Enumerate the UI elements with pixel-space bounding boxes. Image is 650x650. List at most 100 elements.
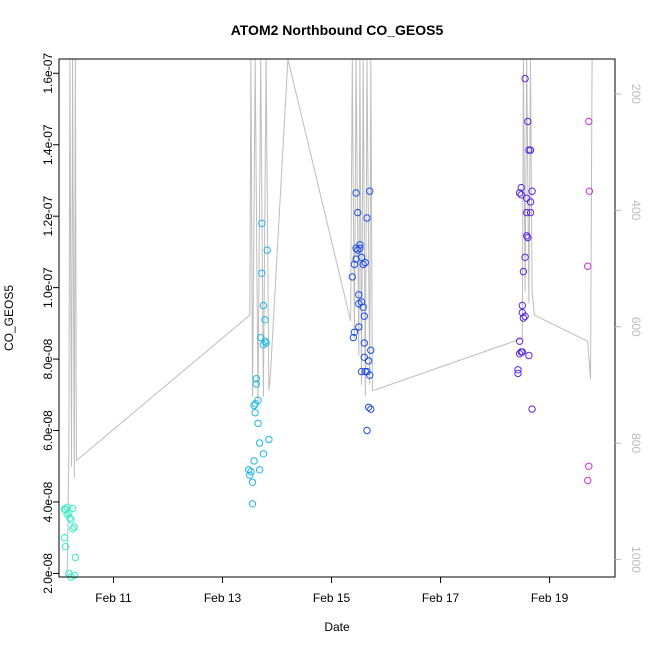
data-point: [519, 267, 528, 276]
y-tick-label: 1.4e-07: [41, 124, 55, 165]
data-point: [360, 312, 368, 320]
data-point: [366, 371, 374, 379]
data-point: [364, 403, 373, 411]
data-point: [517, 348, 525, 356]
y-tick-label: 6.0e-08: [41, 410, 55, 451]
data-point: [363, 214, 371, 222]
right-tick-label: 200: [629, 84, 643, 104]
data-point: [523, 232, 531, 240]
x-tick-label: Feb 15: [313, 591, 351, 605]
data-point: [254, 419, 262, 428]
data-point: [352, 189, 360, 197]
data-point: [526, 146, 535, 154]
data-point: [359, 260, 367, 269]
data-point: [257, 333, 265, 342]
data-point: [367, 405, 375, 413]
data-point: [259, 301, 268, 310]
data-point: [364, 357, 373, 365]
data-point: [60, 534, 69, 542]
x-tick-label: Feb 11: [95, 591, 132, 605]
pressure-trace-line: [66, 59, 593, 577]
data-point: [352, 255, 360, 263]
data-point: [357, 253, 366, 261]
data-point: [514, 369, 522, 378]
data-point: [528, 405, 536, 413]
y-tick-label: 2.0e-08: [41, 553, 55, 594]
data-point: [366, 187, 374, 195]
data-point: [70, 523, 79, 531]
data-point: [584, 476, 592, 485]
x-axis: Feb 11 Feb 13 Feb 15 Feb 17 Feb 19: [95, 577, 569, 605]
data-point: [363, 426, 371, 435]
data-point: [262, 339, 270, 347]
x-axis-label: Date: [324, 620, 350, 634]
data-point: [367, 346, 375, 354]
data-point: [356, 244, 364, 253]
data-point: [255, 439, 264, 447]
data-point: [585, 187, 594, 195]
data-point: [252, 380, 260, 388]
data-point: [247, 467, 255, 476]
right-tick-label: 400: [629, 200, 643, 220]
pressure-trace-layer: [66, 59, 593, 577]
right-tick-label: 1000: [629, 546, 643, 573]
data-points-layer: [60, 74, 594, 581]
data-point: [67, 516, 75, 524]
data-point: [355, 323, 363, 331]
data-point: [360, 353, 368, 361]
x-tick-label: Feb 19: [531, 591, 569, 605]
data-point: [525, 351, 533, 360]
data-point: [360, 339, 368, 347]
data-point: [350, 260, 359, 269]
y-tick-label: 8.0e-08: [41, 338, 55, 379]
chart-title: ATOM2 Northbound CO_GEOS5: [231, 22, 444, 38]
data-point: [246, 471, 254, 479]
data-point: [248, 500, 257, 508]
data-point: [518, 301, 526, 310]
data-point: [255, 466, 264, 474]
data-point: [359, 303, 367, 311]
data-point: [357, 367, 366, 376]
data-point: [354, 208, 362, 217]
data-point: [261, 337, 269, 345]
data-point: [585, 117, 593, 126]
data-point: [356, 241, 364, 249]
data-point: [70, 571, 79, 579]
data-point: [68, 525, 77, 533]
data-point: [515, 189, 524, 197]
data-point: [348, 273, 356, 281]
data-point: [517, 183, 525, 192]
data-point: [515, 337, 524, 345]
data-point: [263, 246, 271, 254]
x-tick-label: Feb 13: [204, 591, 242, 605]
data-point: [355, 291, 363, 299]
data-point: [514, 366, 522, 374]
data-point: [361, 258, 369, 267]
data-point: [523, 208, 531, 217]
data-point: [519, 314, 528, 322]
y-tick-label: 1.2e-07: [41, 196, 55, 237]
data-point: [350, 328, 359, 336]
y-tick-label: 1.6e-07: [41, 53, 55, 94]
data-point: [355, 300, 363, 308]
data-point: [526, 208, 535, 217]
data-point: [521, 74, 529, 83]
data-point: [250, 457, 258, 465]
data-point: [248, 478, 257, 486]
data-point: [528, 187, 536, 195]
data-point: [254, 396, 262, 404]
data-point: [521, 253, 529, 261]
data-point: [521, 312, 529, 320]
data-point: [258, 219, 266, 228]
data-point: [66, 514, 74, 522]
data-point: [349, 333, 358, 342]
data-point: [517, 191, 525, 199]
data-point: [245, 466, 253, 474]
y-axis-label: CO_GEOS5: [2, 285, 16, 351]
x-tick-label: Feb 17: [422, 591, 460, 605]
data-point: [252, 375, 260, 383]
data-point: [526, 198, 535, 206]
data-point: [265, 435, 273, 444]
data-point: [68, 504, 77, 513]
